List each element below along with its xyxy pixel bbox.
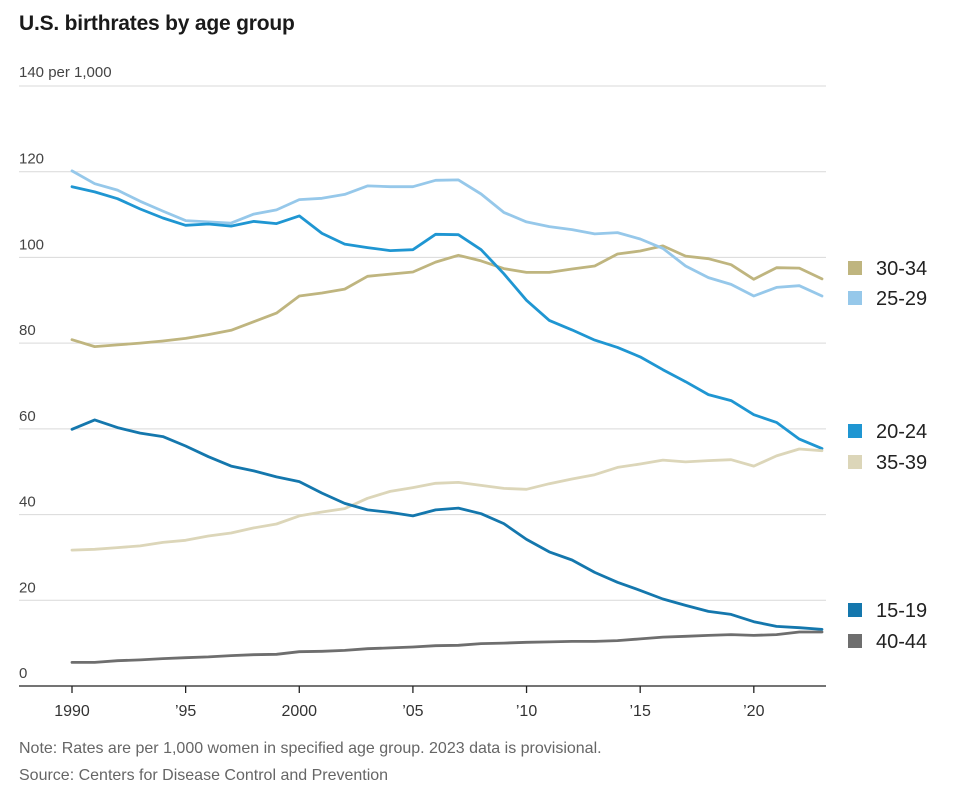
series-lines: [70, 169, 824, 664]
y-tick-label-120: 120: [19, 151, 44, 168]
series-line-20-24: [70, 185, 824, 451]
legend-label-25-29: 25-29: [876, 288, 927, 310]
series-line-15-19: [70, 418, 824, 631]
chart-source: Source: Centers for Disease Control and …: [19, 767, 389, 784]
legend-label-35-39: 35-39: [876, 452, 927, 474]
legend-label-30-34: 30-34: [876, 258, 927, 280]
y-tick-label-20: 20: [19, 579, 36, 596]
legend-item-40-44: 40-44: [848, 631, 927, 653]
legend-label-40-44: 40-44: [876, 631, 927, 653]
legend-swatch-35-39: [848, 455, 862, 469]
x-tick-label-2015: ’15: [630, 703, 651, 720]
x-tick-label-2010: ’10: [516, 703, 537, 720]
y-tick-label-0: 0: [19, 665, 27, 682]
y-unit-label: 140 per 1,000: [19, 64, 112, 81]
x-tick-label-1995: ’95: [175, 703, 196, 720]
legend-swatch-20-24: [848, 424, 862, 438]
legend-item-35-39: 35-39: [848, 452, 927, 474]
x-tick-label-2005: ’05: [402, 703, 423, 720]
series-line-25-29: [70, 169, 824, 298]
series-line-35-39: [70, 447, 824, 552]
y-axis-tick-labels: 0 20 40 60 80 100 120: [19, 151, 44, 682]
x-tick-label-2020: ’20: [743, 703, 764, 720]
legend-swatch-40-44: [848, 634, 862, 648]
x-tick-label-1990: 1990: [54, 703, 90, 720]
legend: 30-34 25-29 20-24 35-39 15-19 40-44: [848, 258, 927, 653]
legend-item-20-24: 20-24: [848, 421, 927, 443]
legend-swatch-30-34: [848, 261, 862, 275]
y-tick-label-80: 80: [19, 322, 36, 339]
legend-item-25-29: 25-29: [848, 288, 927, 310]
x-tick-label-2000: 2000: [281, 703, 317, 720]
y-tick-label-60: 60: [19, 408, 36, 425]
chart-title: U.S. birthrates by age group: [19, 12, 295, 35]
y-tick-label-40: 40: [19, 494, 36, 511]
x-axis: 1990 ’95 2000 ’05 ’10 ’15 ’20: [19, 685, 826, 720]
legend-item-30-34: 30-34: [848, 258, 927, 280]
chart-note: Note: Rates are per 1,000 women in speci…: [19, 740, 602, 757]
legend-swatch-25-29: [848, 291, 862, 305]
legend-label-20-24: 20-24: [876, 421, 927, 443]
series-line-40-44: [70, 630, 824, 664]
series-line-30-34: [70, 244, 824, 349]
legend-label-15-19: 15-19: [876, 600, 927, 622]
legend-swatch-15-19: [848, 603, 862, 617]
gridlines: [19, 85, 826, 601]
legend-item-15-19: 15-19: [848, 600, 927, 622]
y-tick-label-100: 100: [19, 236, 44, 253]
